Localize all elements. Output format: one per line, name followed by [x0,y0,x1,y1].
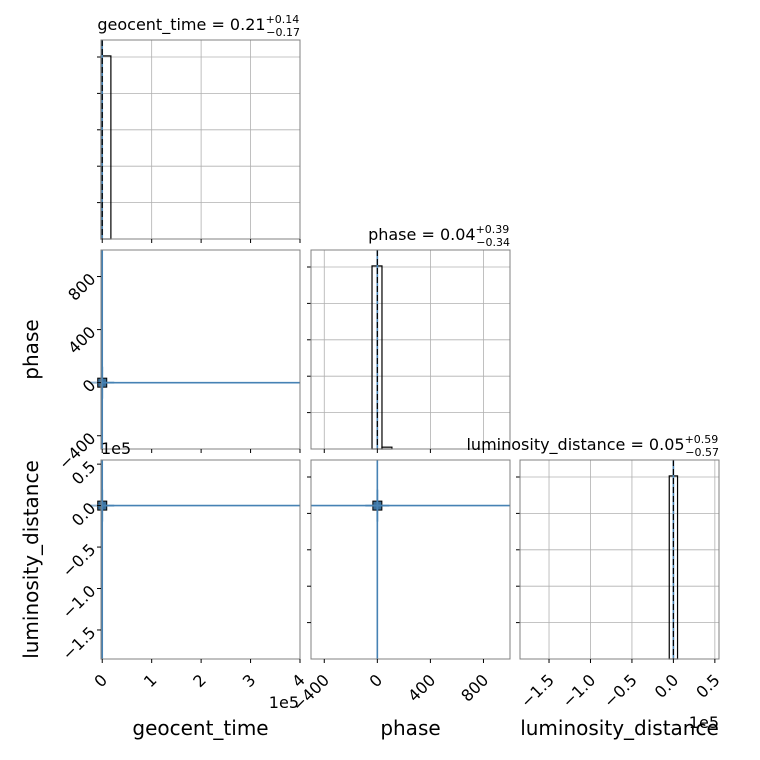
title-geocent-time: geocent_time = 0.21+0.14 −0.17 [97,13,300,39]
x-tick-label-phase-2: 400 [404,670,439,705]
y-tick-label-phase-2: 400 [64,323,99,358]
hist-panel-luminosity-distance [516,459,720,660]
x-tick-label-phase-3: 800 [457,670,492,705]
x-axis-label-luminosity-distance: luminosity_distance [520,716,719,740]
offset-label-luminosity-distance: 1e5 [101,439,131,458]
x-tick-label-luminosity-distance-4: 0.5 [692,670,723,701]
x-tick-label-luminosity-distance-1: −1.0 [558,670,599,711]
title-err-minus: −0.17 [266,26,300,39]
title-err-plus: +0.59 [685,433,719,446]
panels [90,39,720,663]
title-phase: phase = 0.04+0.39 −0.34 [368,223,510,249]
x-tick-label-phase-1: 0 [366,670,387,691]
x-tick-label-geocent-time-2: 2 [189,670,210,691]
title-err-plus: +0.14 [266,13,300,26]
offset-label-geocent-time: 1e5 [269,693,299,712]
offset-label-luminosity-distance-x: 1e5 [689,713,719,732]
y-tick-label-luminosity-distance-2: −0.5 [58,540,99,581]
panel-frame [519,459,720,660]
title-main: geocent_time = 0.21 [97,15,265,35]
x-tick-label-luminosity-distance-0: −1.5 [517,670,558,711]
x-axis-label-geocent-time: geocent_time [132,716,268,740]
x-axis-label-phase: phase [380,716,440,740]
x-tick-label-geocent-time-3: 3 [239,670,260,691]
y-tick-label-luminosity-distance-1: −1.0 [58,581,99,622]
y-axis-label-luminosity-distance: luminosity_distance [19,460,43,659]
hist-panel-phase [307,249,511,453]
scatter-panel-geocent-time-vs-luminosity-distance [90,459,301,660]
title-main: phase = 0.04 [368,225,475,244]
title-luminosity-distance: luminosity_distance = 0.05+0.59 −0.57 [466,433,719,459]
y-axis-label-phase: phase [19,319,43,379]
grid-geocent-time [101,40,301,239]
scatter-panel-geocent-time-vs-phase [90,249,301,453]
panel-frame [100,459,301,660]
y-tick-label-luminosity-distance-0: −1.5 [58,623,99,664]
title-err-minus: −0.57 [685,446,719,459]
x-tick-label-geocent-time-0: 0 [90,670,111,691]
x-tick-label-luminosity-distance-3: 0.0 [651,670,682,701]
y-tick-label-luminosity-distance-3: 0.0 [68,499,99,530]
title-err-minus: −0.34 [476,236,510,249]
y-tick-label-phase-3: 800 [64,269,99,304]
grid-phase [311,250,510,449]
title-main: luminosity_distance = 0.05 [466,435,684,455]
panel-frame [100,249,301,450]
panel-frame [100,39,301,240]
hist-panel-geocent-time [97,39,301,243]
grid-luminosity-distance [520,460,719,659]
x-tick-label-geocent-time-1: 1 [140,670,161,691]
y-tick-label-phase-1: 0 [79,376,100,397]
title-err-plus: +0.39 [476,223,510,236]
panel-frame [310,249,511,450]
scatter-panel-phase-vs-luminosity-distance [307,459,511,660]
panel-frame [310,459,511,660]
x-tick-label-luminosity-distance-2: −0.5 [600,670,641,711]
